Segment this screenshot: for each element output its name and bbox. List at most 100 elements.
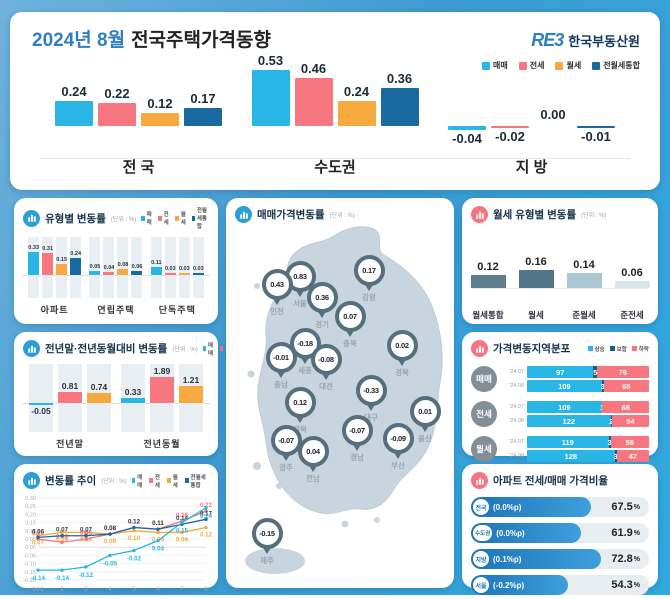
- stacked-segment: 76: [596, 366, 649, 378]
- svg-text:0.07: 0.07: [80, 527, 93, 534]
- bar-value: 0.33: [28, 245, 40, 251]
- stacked-segment: 3: [600, 380, 605, 392]
- legend-swatch: [592, 61, 601, 70]
- period-label: '24.07: [509, 439, 524, 445]
- summary-bar-value: -0.02: [495, 129, 525, 144]
- bar-column: 0.06: [131, 237, 143, 298]
- stacked-segment: 2: [609, 415, 613, 427]
- summary-bars: -0.04 -0.02 0.00 -0.01: [448, 44, 615, 160]
- bar-column: 0.74: [87, 364, 111, 432]
- region-badge: 지방: [473, 551, 489, 567]
- bar-value: 0.16: [525, 256, 547, 268]
- ratio-value: 61.9%: [611, 527, 640, 539]
- category-label: 준전세: [620, 310, 644, 320]
- summary-bar-column: 0.00: [534, 44, 572, 160]
- bar-column: 0.14: [566, 259, 602, 288]
- trend-line-chart: 0.30 0.25 0.20 0.15 0.10 0.05 0.00 -0.05 -0.10 -0…: [14, 492, 218, 599]
- panel-title: 월세 유형별 변동률: [493, 209, 577, 221]
- svg-text:0.05: 0.05: [32, 530, 45, 537]
- page-title: 전국주택가격동향: [131, 30, 271, 51]
- unit-label: (단위 : %): [329, 213, 355, 219]
- map-pin-tail: [397, 358, 407, 366]
- map-pin-value: 0.07: [334, 301, 366, 332]
- panel-map: 매매가격변동률 (단위 : %) 0.83 서울 0.43 인천 0.36 경기 0.17 강…: [226, 198, 454, 588]
- panel-title: 전년말·전년동월대비 변동률: [45, 343, 168, 355]
- map-pin-tail: [300, 356, 310, 364]
- bar-column: 0.81: [58, 364, 82, 432]
- panel-title: 아파트 전세/매매 가격비율: [493, 475, 609, 487]
- panel-ratio: 아파트 전세/매매 가격비율 전국 (0.0%p) 67.5% 수도권 (0.0%p) 6…: [462, 464, 658, 595]
- category-label: 전년말: [56, 439, 84, 449]
- legend-item: 상승: [587, 345, 605, 353]
- svg-text:0.20: 0.20: [25, 512, 36, 518]
- period-label: '24.08: [509, 453, 524, 459]
- map-pin-tail: [272, 297, 282, 305]
- svg-text:-0.02: -0.02: [127, 555, 142, 562]
- legend-item: 전세: [149, 473, 162, 489]
- map-pin: -0.09 부산: [374, 423, 422, 471]
- map-pin-value: 0.17: [353, 255, 385, 286]
- ratio-track: 전국 (0.0%p) 67.5%: [471, 497, 649, 517]
- summary-bar-column: -0.01: [577, 44, 615, 160]
- svg-text:0.30: 0.30: [25, 496, 36, 502]
- legend-item: 월세: [555, 60, 581, 71]
- bar-value: -0.05: [31, 406, 51, 416]
- bar-value: 0.24: [70, 251, 82, 257]
- legend-label: 월세: [180, 212, 186, 226]
- yoy-chart: -0.05 0.81 0.74 전년말 0.33 1.89 1.21 전년동월: [14, 364, 218, 450]
- map-pin: -0.08 대전: [302, 344, 350, 392]
- map-pin: 0.02 경북: [378, 330, 426, 378]
- panel-title: 변동률 추이: [45, 475, 97, 487]
- summary-bars: 0.53 0.46 0.24 0.36: [251, 44, 419, 160]
- legend-label: 전월세통합: [196, 208, 207, 230]
- map-pin-value: -0.01: [265, 342, 297, 373]
- region-badge: 수도권: [473, 525, 493, 541]
- bar-column: 0.16: [518, 256, 554, 288]
- summary-bar-value: 0.24: [343, 84, 370, 99]
- svg-text:0.15: 0.15: [176, 528, 189, 535]
- summary-bar-value: 0.36: [386, 71, 413, 86]
- stacked-bar: 128 3 47: [527, 450, 649, 462]
- bar-value: 0.74: [90, 382, 108, 392]
- group-rows: '24.07109168'24.08122254: [502, 399, 649, 429]
- map-pin: 0.36 경기: [298, 282, 346, 330]
- legend-item: 매매: [141, 210, 153, 226]
- map-pin-region: 인천: [270, 307, 284, 316]
- distribution-group: 전세'24.07109168'24.08122254: [471, 399, 649, 429]
- svg-text:0.08: 0.08: [104, 525, 117, 532]
- svg-text:0.04: 0.04: [152, 546, 165, 553]
- stacked-segment: 119: [527, 436, 609, 448]
- svg-text:5: 5: [132, 587, 136, 593]
- summary-bar-column: 0.24: [337, 44, 376, 160]
- bar: [131, 271, 143, 275]
- stacked-segment: 109: [527, 380, 602, 392]
- legend-label: 상승: [594, 346, 605, 353]
- summary-bar-value: 0.53: [257, 53, 284, 68]
- map-pin-tail: [276, 370, 286, 378]
- unit-label: (단위 : %): [172, 347, 198, 353]
- ratio-track: 서울 (-0.2%p) 54.3%: [471, 575, 649, 595]
- bar: [70, 258, 82, 275]
- legend-swatch: [609, 346, 615, 351]
- stacked-bar: 122254: [527, 415, 649, 427]
- bar-row: 0.33 1.89 1.21: [121, 364, 203, 432]
- legend-swatch: [587, 346, 593, 351]
- stacked-bar-row: '24.07 119 3 56: [502, 436, 649, 448]
- axis-baseline: [22, 403, 210, 404]
- map-pin-region: 전남: [306, 474, 320, 483]
- map-pin-tail: [295, 415, 305, 423]
- period-label: '24.08: [509, 383, 524, 389]
- bar-value: 0.14: [573, 259, 595, 271]
- bar: [192, 273, 204, 275]
- map-pin-region: 경북: [395, 368, 409, 377]
- group-rows: '24.07 119 3 56 '24.08 128 3 47: [502, 434, 649, 464]
- svg-text:4: 4: [108, 587, 112, 593]
- summary-bar: [251, 70, 290, 126]
- legend-swatch: [131, 478, 136, 483]
- category-label: 월세: [528, 310, 544, 320]
- bar-chart-icon: [471, 472, 488, 489]
- summary-bar-column: 0.53: [251, 44, 290, 160]
- distribution-chart: 매매'24.0797576'24.08109366전세'24.07109168'…: [462, 360, 658, 464]
- bar-column: 0.08: [117, 237, 129, 298]
- ratio-change: (0.0%p): [496, 528, 525, 538]
